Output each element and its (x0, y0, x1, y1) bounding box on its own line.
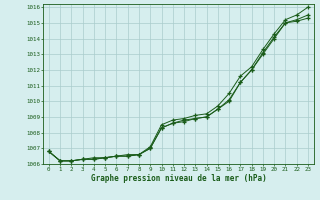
X-axis label: Graphe pression niveau de la mer (hPa): Graphe pression niveau de la mer (hPa) (91, 174, 266, 183)
